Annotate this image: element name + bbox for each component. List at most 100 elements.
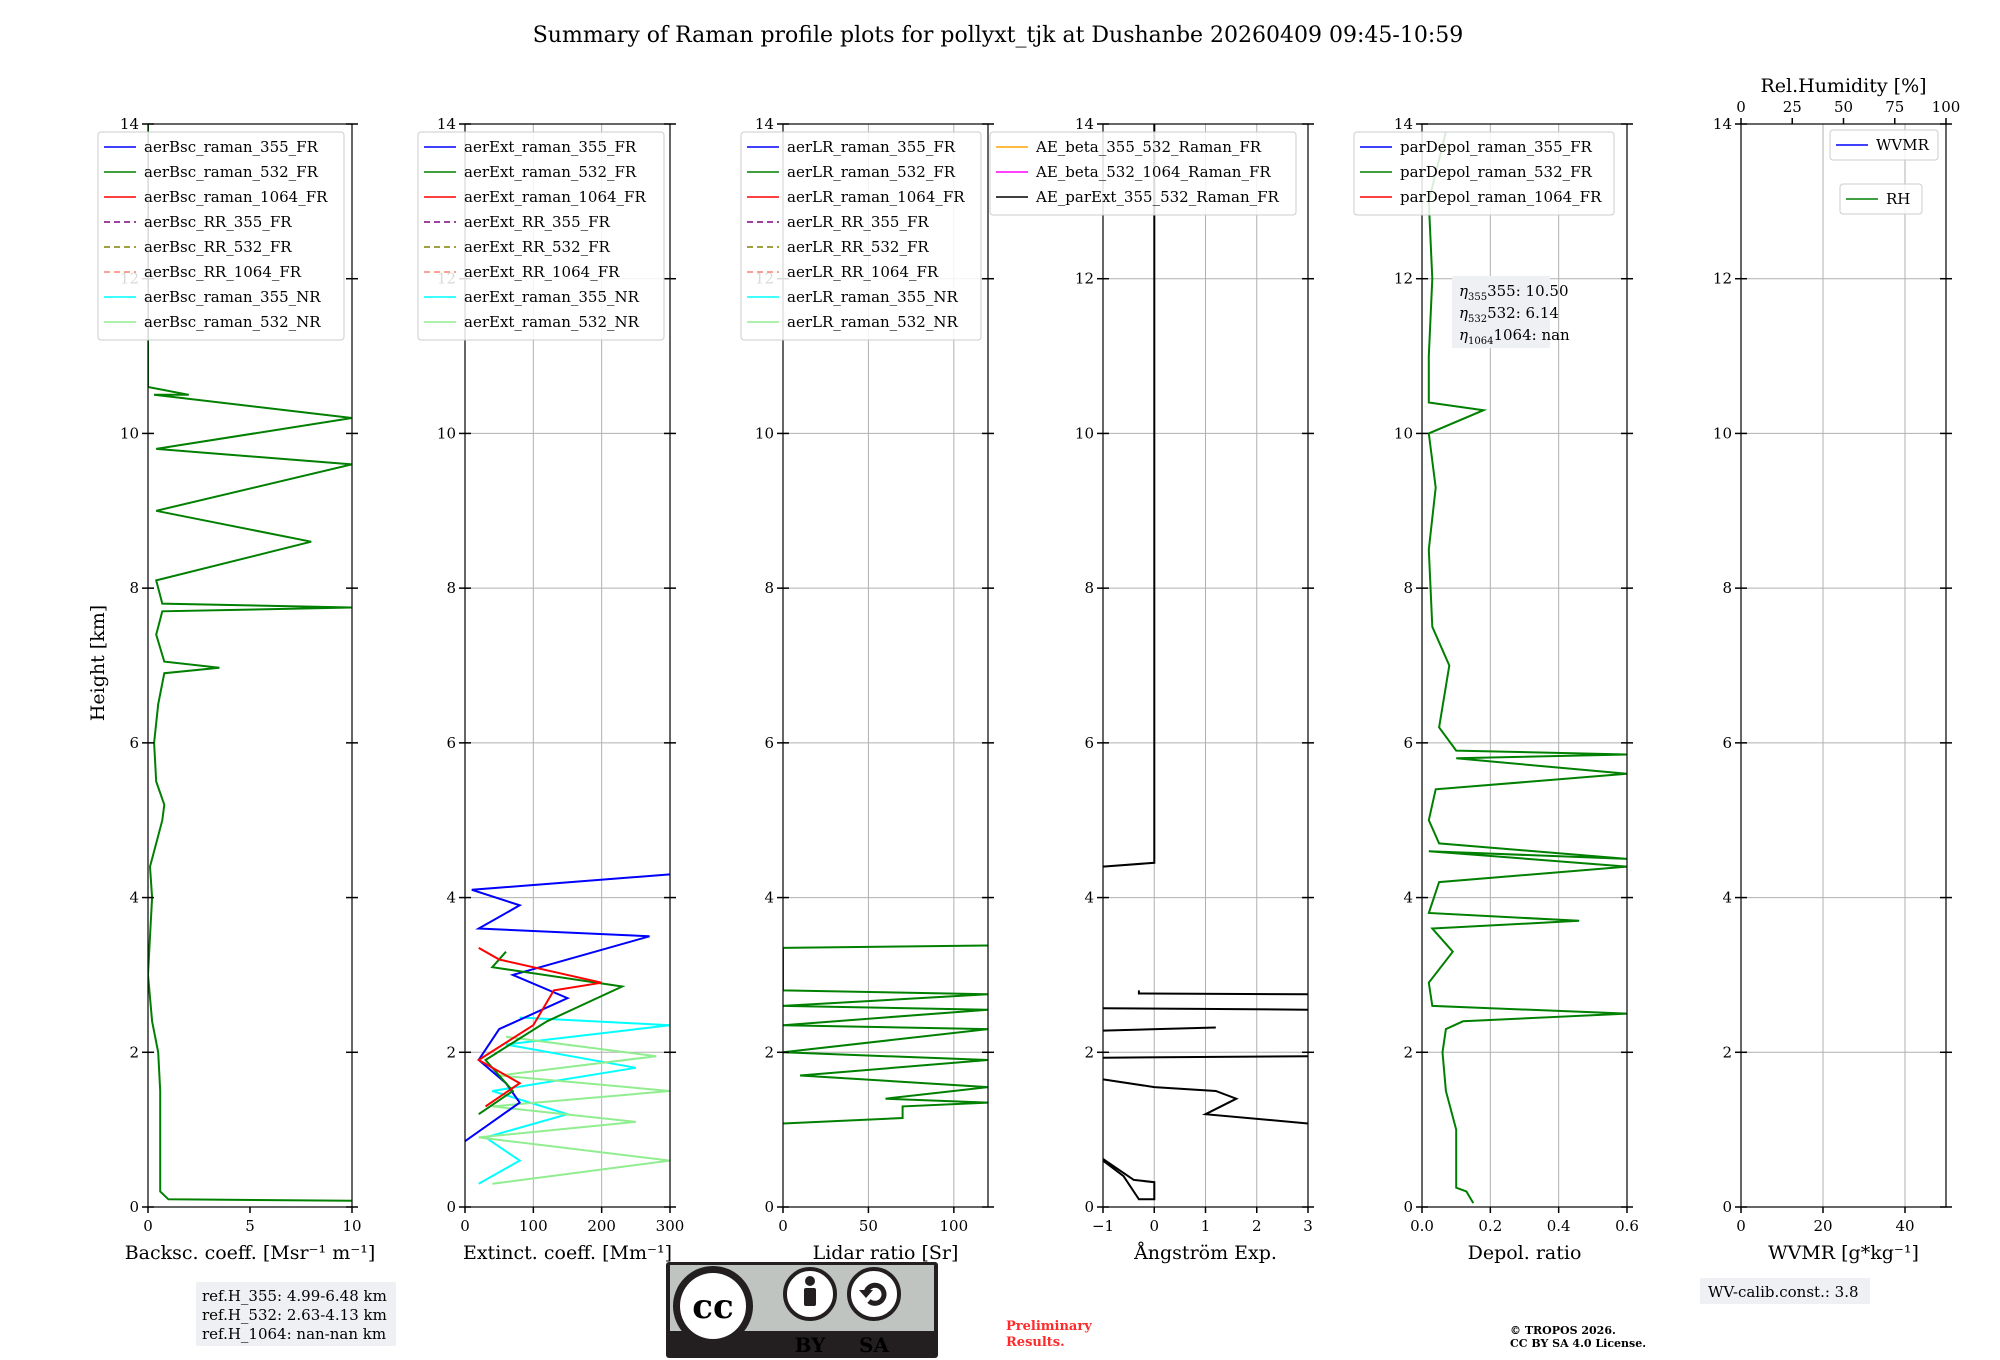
eta-1064: η10641064: nan — [1459, 326, 1570, 347]
legend-label: aerBsc_raman_1064_FR — [144, 188, 328, 206]
y-tick-label: 4 — [764, 889, 774, 907]
y-tick-label: 6 — [129, 734, 139, 752]
cc-by-label: BY — [795, 1333, 827, 1357]
cc-sa-label: SA — [859, 1333, 889, 1357]
y-tick-label: 4 — [1722, 889, 1732, 907]
y-tick-label: 14 — [1394, 115, 1413, 133]
y-tick-label: 8 — [129, 579, 139, 597]
legend-label: AE_beta_355_532_Raman_FR — [1035, 138, 1262, 156]
x-tick-label: −1 — [1092, 1217, 1114, 1235]
legend-label: parDepol_raman_1064_FR — [1400, 188, 1602, 206]
y-tick-label: 4 — [446, 889, 456, 907]
y-tick-label: 14 — [437, 115, 456, 133]
legend-box — [740, 131, 982, 341]
top-x-tick-label: 100 — [1932, 98, 1961, 116]
legend-box — [417, 131, 665, 341]
x-tick-label: 3 — [1303, 1217, 1313, 1235]
cc-license-badge[interactable]: cc BY SA — [666, 1262, 938, 1358]
series-aerExt_raman_532_FR — [478, 951, 626, 1116]
legend-label: aerExt_raman_1064_FR — [464, 188, 646, 206]
x-tick-label: 100 — [519, 1217, 548, 1235]
series-group — [783, 944, 988, 1125]
x-tick-label: 0.6 — [1615, 1217, 1639, 1235]
panels: 024681012140510Backsc. coeff. [Msr⁻¹ m⁻¹… — [97, 75, 1960, 1264]
y-tick-label: 14 — [120, 115, 139, 133]
x-tick-label: 0.4 — [1547, 1217, 1571, 1235]
wv-calib-const: WV-calib.const.: 3.8 — [1708, 1283, 1859, 1301]
x-axis-label: Backsc. coeff. [Msr⁻¹ m⁻¹] — [125, 1242, 376, 1264]
y-tick-label: 6 — [446, 734, 456, 752]
y-tick-label: 4 — [129, 889, 139, 907]
copyright-line-2: CC BY SA 4.0 License. — [1510, 1337, 1646, 1350]
legend-label: aerExt_RR_1064_FR — [464, 263, 620, 281]
preliminary-line-2: Results. — [1006, 1335, 1065, 1350]
y-tick-label: 6 — [764, 734, 774, 752]
sa-arrowhead-icon — [859, 1290, 873, 1298]
y-tick-label: 14 — [1713, 115, 1732, 133]
x-tick-label: 2 — [1252, 1217, 1262, 1235]
height-axis-label: Height [km] — [87, 605, 109, 721]
top-x-tick-label: 50 — [1834, 98, 1853, 116]
y-tick-label: 4 — [1403, 889, 1413, 907]
legend-label: aerBsc_raman_355_FR — [144, 138, 319, 156]
legend-box — [1829, 129, 1939, 161]
y-tick-label: 8 — [446, 579, 456, 597]
eta-532-value: 532: 6.14 — [1487, 304, 1559, 322]
legend-label: aerBsc_RR_1064_FR — [144, 263, 302, 281]
y-tick-label: 2 — [1722, 1043, 1732, 1061]
ref-h-532: ref.H_532: 2.63-4.13 km — [202, 1306, 387, 1324]
top-x-tick-label: 0 — [1736, 98, 1746, 116]
x-tick-label: 0 — [143, 1217, 153, 1235]
legend-label: aerExt_raman_532_FR — [464, 163, 637, 181]
legend-label: aerExt_raman_355_FR — [464, 138, 637, 156]
plot-frame — [1421, 123, 1628, 1208]
eta-box: η355355: 10.50 η532532: 6.14 η10641064: … — [1452, 276, 1570, 348]
ref-h-1064: ref.H_1064: nan-nan km — [202, 1325, 386, 1343]
top-x-axis-label: Rel.Humidity [%] — [1760, 75, 1926, 97]
x-tick-label: 200 — [587, 1217, 616, 1235]
series-group — [465, 873, 670, 1185]
x-axis-label: WVMR [g*kg⁻¹] — [1768, 1242, 1919, 1264]
y-tick-label: 0 — [1403, 1198, 1413, 1216]
x-tick-label: 0 — [1736, 1217, 1746, 1235]
x-tick-label: 0 — [1149, 1217, 1159, 1235]
legend-box — [1353, 131, 1615, 216]
y-tick-label: 2 — [129, 1043, 139, 1061]
legend-label: AE_parExt_355_532_Raman_FR — [1035, 188, 1280, 206]
y-tick-label: 10 — [1394, 424, 1413, 442]
y-tick-label: 4 — [1084, 889, 1094, 907]
eta-box-bg — [1452, 276, 1550, 348]
series-group — [148, 124, 352, 1202]
y-tick-label: 10 — [437, 424, 456, 442]
legend-label: WVMR — [1876, 136, 1930, 154]
x-axis-label: Depol. ratio — [1468, 1242, 1582, 1264]
by-person-body-icon — [804, 1288, 816, 1306]
eta-532: η532532: 6.14 — [1459, 304, 1559, 325]
ref-h-355: ref.H_355: 4.99-6.48 km — [202, 1287, 387, 1305]
x-axis-label: Ångström Exp. — [1133, 1242, 1277, 1264]
legend-label: aerBsc_raman_532_NR — [144, 313, 321, 331]
legend-label: aerBsc_RR_355_FR — [144, 213, 292, 231]
series-group — [1103, 124, 1308, 1201]
legend-label: aerLR_raman_532_FR — [787, 163, 956, 181]
wv-calib-box-bg — [1700, 1278, 1870, 1304]
panel-depol: 0 2 4 6 8 10 12 14 0.0 0.2 0.4 0.6 Depol. ratio parDe… — [1353, 115, 1639, 1264]
series-parDepol_raman_532_FR — [1427, 131, 1627, 1204]
wv-calib-box: WV-calib.const.: 3.8 — [1700, 1278, 1870, 1304]
x-axis-label: Lidar ratio [Sr] — [813, 1242, 959, 1264]
legend-label: aerLR_raman_355_NR — [787, 288, 958, 306]
cc-logo-icon: cc — [692, 1287, 733, 1327]
y-tick-label: 10 — [120, 424, 139, 442]
y-tick-label: 10 — [755, 424, 774, 442]
y-tick-label: 0 — [1722, 1198, 1732, 1216]
y-tick-label: 2 — [1403, 1043, 1413, 1061]
legend-label: aerBsc_raman_355_NR — [144, 288, 321, 306]
figure-title: Summary of Raman profile plots for polly… — [533, 23, 1464, 48]
legend-label: aerLR_raman_532_NR — [787, 313, 958, 331]
preliminary-line-1: Preliminary — [1006, 1319, 1092, 1334]
reference-height-box-bg — [196, 1282, 396, 1346]
legend-box — [97, 131, 345, 341]
y-tick-label: 2 — [1084, 1043, 1094, 1061]
